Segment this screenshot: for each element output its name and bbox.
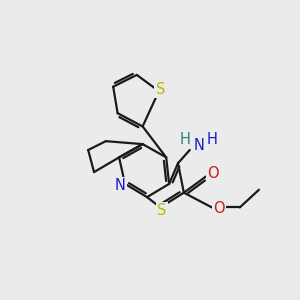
Text: H: H	[206, 132, 217, 147]
Text: N: N	[115, 178, 126, 193]
Text: S: S	[157, 203, 167, 218]
Text: O: O	[213, 201, 225, 216]
Text: S: S	[156, 82, 165, 97]
Text: H: H	[180, 132, 191, 147]
Text: O: O	[208, 166, 219, 181]
Text: N: N	[193, 138, 204, 153]
